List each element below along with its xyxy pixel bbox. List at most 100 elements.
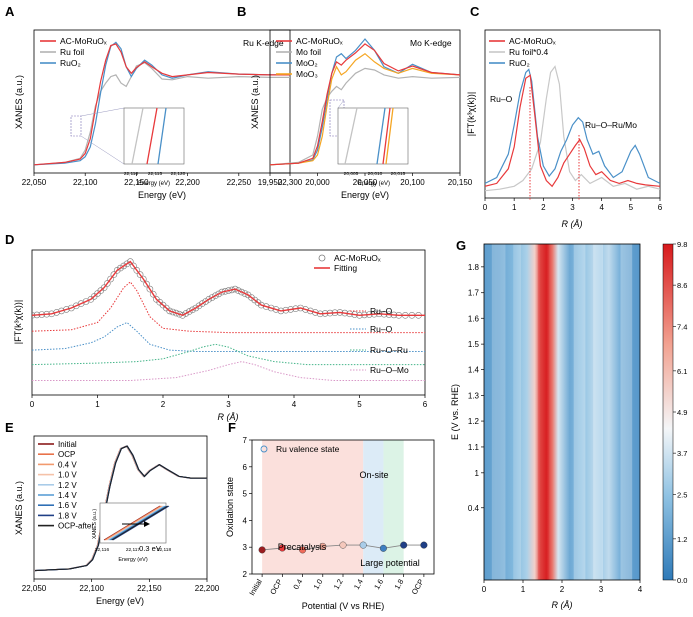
panel-e-inset-lines — [103, 505, 170, 541]
panel-e-inset-tick-3: 22,118 — [157, 547, 172, 553]
panel-d-path-label-1: Ru–O — [370, 324, 393, 334]
panel-e-inset-ylabel: XANES (a.u.) — [92, 509, 98, 539]
panel-g-colorbar-tick-label-4: 4.9 — [677, 408, 687, 417]
panel-a-zoom-link-top — [80, 107, 125, 117]
panel-d-series-fitting — [32, 260, 425, 317]
panel-f-point-ocp-8 — [420, 541, 428, 549]
panel-e-frame — [33, 435, 208, 580]
panel-d-data-point — [127, 258, 134, 265]
panel-c-annotation-ru-o-ru-mo: Ru–O–Ru/Mo — [585, 120, 637, 130]
panel-d-data-point — [238, 288, 245, 296]
panel-e-inset-line-ocp-after — [111, 505, 169, 541]
panel-d-data-point — [104, 280, 111, 287]
panel-g-light-streak-3 — [620, 244, 633, 580]
panel-f-y-ticks: 2 3 4 5 6 7 — [243, 436, 252, 579]
panel-g-y-tick-label-9: 1.8 — [468, 263, 480, 272]
panel-b-x-tick-label-3: 20,100 — [400, 178, 425, 187]
panel-d-path-label-2: Ru–O–Ru — [370, 345, 408, 355]
panel-a-inset-ru-foil — [131, 107, 144, 165]
panel-d-data-point — [262, 303, 270, 310]
panel-a-legend-label-ruo: RuO₂ — [60, 58, 81, 68]
panel-f-legend-swatch-ru-valence-state — [260, 445, 268, 453]
panel-b-inset-tick-3: 20,015 — [391, 171, 406, 177]
panel-b-series-mo-foil — [270, 67, 460, 166]
panel-b-letter: B — [237, 4, 246, 19]
panel-f-x-tick-label-5: 1.4 — [352, 578, 365, 592]
panel-c-series-ac-moruo — [485, 74, 660, 188]
panel-d-data-point — [53, 309, 60, 316]
panel-g-x-tick-label-0: 0 — [482, 585, 487, 594]
panel-d-x-tick-label-5: 5 — [357, 400, 362, 409]
panel-e-legend-label-ocp: OCP — [58, 450, 75, 459]
panel-e-shift-arrowhead — [144, 521, 150, 527]
panel-g-y-ticks: 0.4 1 1.1 1.2 1.3 1.4 1.5 1.6 1.7 1.8 — [468, 263, 484, 513]
panel-c-series — [485, 65, 660, 192]
panel-f-point-1-2-4 — [339, 541, 347, 549]
panel-b-series-ac-moruo — [270, 43, 460, 166]
panel-g-y-tick-label-1: 1 — [475, 469, 480, 478]
panel-f-x-tick-label-4: 1.2 — [332, 578, 345, 592]
panel-f-region-band-precatalysis — [262, 440, 364, 574]
panel-d-data-point — [166, 307, 173, 315]
panel-e-shift-label: 0.3 eV — [139, 544, 161, 553]
panel-d-legend-label-fitting: Fitting — [334, 263, 357, 273]
panel-g-colorbar-tick-label-0: 9.8 — [677, 240, 687, 249]
panel-a-x-tick-label-5: 22,300 — [278, 178, 303, 187]
panel-e-x-tick-label-2: 22,150 — [137, 584, 162, 593]
panel-b-series — [270, 38, 460, 166]
panel-f-point-1-0-3 — [319, 542, 327, 550]
panel-e-x-ticks: 22,050 22,100 22,150 22,200 — [22, 579, 220, 593]
panel-f-x-tick-label-7: 1.8 — [392, 578, 405, 592]
panel-b-inset-moo3 — [385, 107, 394, 165]
panel-a-inset-tick-1: 22,110 — [124, 171, 139, 177]
panel-b-inset-xlabel: Energy (eV) — [358, 181, 390, 187]
panel-f-x-tick-label-2: 0.4 — [291, 578, 304, 592]
panel-a-inset-acmoruox — [146, 107, 158, 165]
panel-d-data-point — [272, 306, 280, 313]
panel-g-light-streak-2 — [593, 244, 603, 580]
panel-b-inset-tick-1: 20,005 — [344, 171, 359, 177]
panel-d-data-point — [257, 301, 265, 309]
panel-g-light-streak-0 — [491, 244, 506, 580]
panel-d-legend-label-acmoruox: AC-MoRuOₓ — [334, 253, 381, 263]
panel-d-legend-swatch-acmoruox — [318, 254, 326, 262]
panel-b-inset-acmoruox — [382, 107, 391, 165]
panel-f-region-precatalysis: Precatalysis — [278, 542, 327, 552]
panel-g-ylabel: E (V vs. RHE) — [450, 384, 460, 440]
panel-e-inset-line-1-4-v — [109, 505, 166, 541]
panel-c-xlabel: R (Å) — [562, 219, 583, 229]
panel-f-point-1-8-7 — [400, 541, 408, 549]
panel-c-x-tick-label-5: 5 — [629, 203, 634, 212]
panel-c-legend-label-ac-moruo: AC-MoRuOₓ — [509, 36, 556, 46]
panel-e-inset-tick-1: 22,116 — [95, 547, 110, 553]
panel-d-xlabel: R (Å) — [218, 412, 239, 422]
panel-d-data-point — [189, 306, 196, 314]
panel-f-point-1-6-6 — [379, 544, 387, 552]
panel-f-region-band-large-potential — [383, 440, 404, 574]
panel-b-zoom-link-top — [337, 99, 345, 109]
panel-d-ylabel: |FT(k³χ(k))| — [13, 300, 23, 344]
panel-f-x-tick-label-6: 1.6 — [372, 578, 385, 592]
panel-b-x-tick-label-2: 20,050 — [353, 178, 378, 187]
panel-d-data-point — [133, 266, 141, 274]
panel-g-x-ticks: 0 1 2 3 4 — [482, 580, 643, 594]
panel-c-letter: C — [470, 4, 480, 19]
panel-b-x-tick-label-1: 20,000 — [305, 178, 330, 187]
panel-d-data-point — [311, 309, 319, 316]
panel-g-y-tick-label-4: 1.3 — [468, 392, 480, 401]
panel-g-colorbar-tick-label-5: 3.7 — [677, 449, 687, 458]
panel-a-x-ticks: 22,050 22,100 22,150 22,200 22,250 22,300 — [22, 173, 303, 187]
panel-f: F Ru valence state Precatalysis On-site … — [225, 420, 435, 611]
panel-e-inset-xlabel: Energy (eV) — [118, 557, 148, 563]
panel-c-x-tick-label-4: 4 — [599, 203, 604, 212]
panel-f-region-band-on-site — [363, 440, 384, 574]
panel-d-data-point — [136, 271, 144, 278]
panel-f-series — [258, 541, 428, 554]
panel-c-x-tick-label-2: 2 — [541, 203, 546, 212]
panel-e-series-ocp-after — [34, 445, 207, 572]
panel-b-legend-label-mo-foil: Mo foil — [296, 47, 321, 57]
panel-d-data-point — [208, 294, 216, 301]
panel-b-series-moo — [270, 52, 460, 166]
panel-d-x-tick-label-0: 0 — [30, 400, 35, 409]
panel-b-x-tick-label-4: 20,150 — [448, 178, 473, 187]
